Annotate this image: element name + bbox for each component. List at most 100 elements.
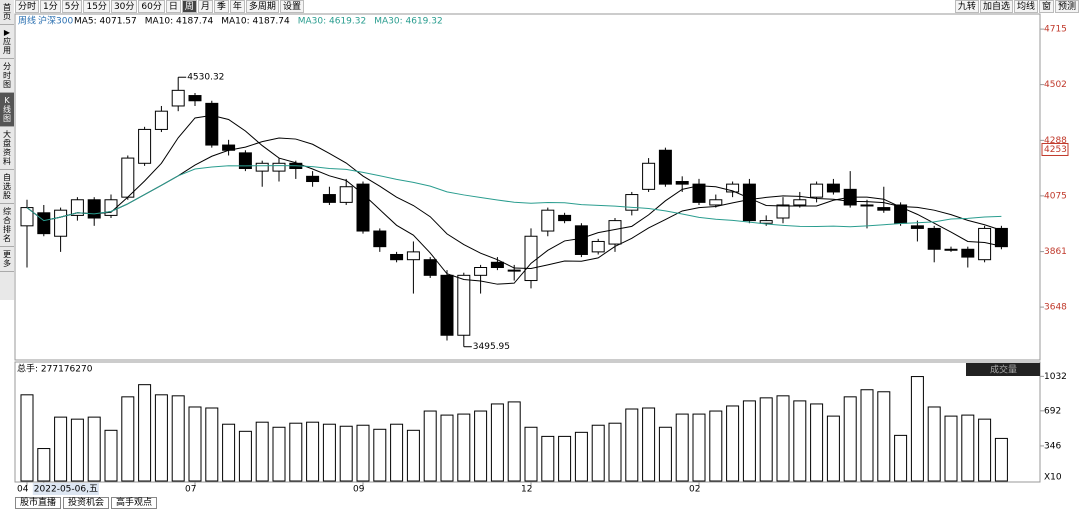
tool-button[interactable]: 窗 xyxy=(1038,0,1054,13)
sidebar-tab[interactable]: ▶应用 xyxy=(0,25,14,59)
volume-bar xyxy=(406,429,420,482)
price-marker-box xyxy=(1041,142,1069,156)
footer-tab[interactable]: 投资机会 xyxy=(63,497,110,509)
candle-body xyxy=(574,225,588,255)
period-tab[interactable]: 1分 xyxy=(40,0,61,13)
candle-body xyxy=(776,204,790,219)
period-tab[interactable]: 年 xyxy=(229,0,245,13)
period-tab[interactable]: 60分 xyxy=(138,0,165,13)
footer-tab[interactable]: 股市直播 xyxy=(15,497,62,509)
volume-bar xyxy=(826,415,840,482)
volume-bar xyxy=(558,435,572,482)
period-tab[interactable]: 5分 xyxy=(61,0,83,13)
sidebar-tab[interactable]: 大盘资料 xyxy=(0,127,14,170)
volume-bar xyxy=(944,415,958,482)
period-tab[interactable]: 周 xyxy=(181,0,197,13)
candle-body xyxy=(793,199,807,206)
x-tick-label: 2022-05-06,五 xyxy=(34,485,98,495)
y-tick-label: 692 xyxy=(1044,406,1061,416)
candle-body xyxy=(558,214,572,222)
x-tick-label: 12 xyxy=(521,485,532,495)
candle-body xyxy=(642,162,656,190)
volume-bar xyxy=(20,394,34,482)
price-panel xyxy=(14,13,1041,361)
tool-button[interactable]: 加自选 xyxy=(979,0,1013,13)
volume-panel xyxy=(14,361,1041,483)
volume-bar xyxy=(356,424,370,482)
volume-bar xyxy=(642,407,656,482)
candle-body xyxy=(759,220,773,224)
legend-item: MA5: 4071.57 xyxy=(74,17,137,27)
sidebar-tab[interactable]: 分时图 xyxy=(0,59,14,93)
period-tab[interactable]: 多周期 xyxy=(245,0,279,13)
volume-bar xyxy=(608,422,622,482)
volume-bar xyxy=(877,391,891,482)
volume-bar xyxy=(910,376,924,482)
y-tick-label: 4288 xyxy=(1044,136,1067,146)
volume-bar xyxy=(759,397,773,482)
price-marker: 4253 xyxy=(1044,145,1067,155)
sidebar-tab[interactable]: 自选股 xyxy=(0,170,14,204)
volume-bar xyxy=(289,422,303,482)
period-tab[interactable]: 分时 xyxy=(15,0,40,13)
legend-item: MA10: 4187.74 xyxy=(221,17,290,27)
y-tick-label: 3648 xyxy=(1044,303,1067,313)
x-tick-label: 02 xyxy=(689,485,700,495)
period-tab[interactable]: 设置 xyxy=(279,0,304,13)
volume-bar xyxy=(238,430,252,482)
candle-body xyxy=(238,152,252,170)
sidebar-tab[interactable]: 更多 xyxy=(0,247,14,272)
volume-bar xyxy=(726,405,740,482)
candle-body xyxy=(625,194,639,211)
tool-button[interactable]: 九转 xyxy=(954,0,979,13)
period-tab[interactable]: 月 xyxy=(197,0,213,13)
candle-body xyxy=(70,199,84,216)
tool-button[interactable]: 均线 xyxy=(1013,0,1038,13)
volume-bar xyxy=(860,389,874,482)
volume-bar xyxy=(37,448,51,482)
candle-body xyxy=(910,225,924,229)
candle-body xyxy=(255,162,269,172)
candle-body xyxy=(826,183,840,193)
sidebar-tab[interactable]: K线图 xyxy=(0,93,14,127)
volume-bar xyxy=(171,395,185,482)
x-tick-label: 09 xyxy=(353,485,365,495)
sidebar-tab[interactable]: 综合排名 xyxy=(0,204,14,247)
y-tick-label: 346 xyxy=(1044,441,1061,451)
tool-button[interactable]: 预测 xyxy=(1054,0,1079,13)
volume-title: 总手: 277176270 xyxy=(17,363,93,375)
toolbar: 分时 1分 5分 15分 30分 60分日周月季年多周期 设置 九转 加自选 均线窗预测 xyxy=(15,0,1080,13)
period-tabs: 分时 1分 5分 15分 30分 60分日周月季年多周期 设置 xyxy=(15,0,305,13)
volume-bar xyxy=(541,435,555,482)
candle-body xyxy=(658,149,672,185)
period-tab[interactable]: 季 xyxy=(213,0,229,13)
chart: 周线 沪深300 MA5: 4071.57 MA10: 4187.74 MA10: 41… xyxy=(14,13,1069,495)
candle-body xyxy=(406,251,420,261)
volume-bar xyxy=(272,426,286,482)
sidebar-tab[interactable]: 首页 xyxy=(0,0,14,25)
volume-bar xyxy=(776,395,790,482)
candle-body xyxy=(440,274,454,336)
volume-unit: X10 xyxy=(1044,473,1062,483)
candle-body xyxy=(171,89,185,107)
candle-body xyxy=(339,186,353,203)
candle-body xyxy=(894,204,908,224)
y-tick-label: 4502 xyxy=(1044,80,1067,90)
candle-body xyxy=(306,175,320,183)
volume-bar xyxy=(709,410,723,482)
sidebar: 首页 ▶应用 分时图 K线图 大盘资料 自选股 综合排名 更多 xyxy=(0,0,14,300)
period-tab[interactable]: 15分 xyxy=(83,0,110,13)
candle-body xyxy=(322,194,336,203)
period-tab[interactable]: 30分 xyxy=(110,0,138,13)
candle-body xyxy=(188,95,202,102)
moving-average xyxy=(26,137,1002,270)
footer-tab[interactable]: 高手观点 xyxy=(111,497,158,509)
volume-button: 成交量 xyxy=(990,364,1017,376)
volume-bar xyxy=(658,426,672,482)
volume-bar xyxy=(843,396,857,482)
x-label-highlight xyxy=(32,483,99,495)
candle-body xyxy=(423,259,437,276)
volume-bar xyxy=(154,394,168,482)
period-tab[interactable]: 日 xyxy=(165,0,181,13)
